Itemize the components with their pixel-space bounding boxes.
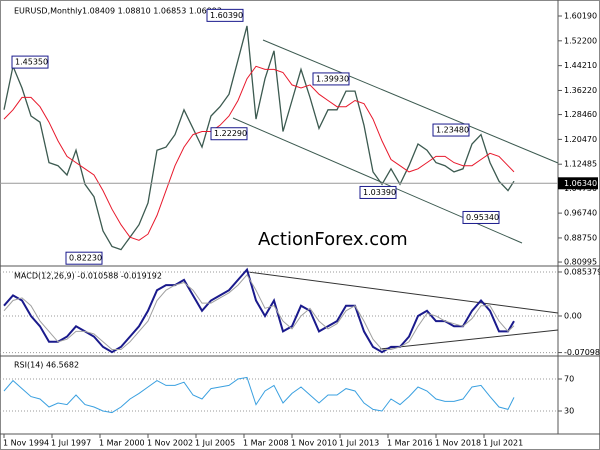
y-tick-label: 0.88750 xyxy=(564,233,597,242)
y-tick-label: 1.60190 xyxy=(564,11,597,20)
panel-title: MACD(12,26,9) -0.010588 -0.019192 xyxy=(14,272,162,281)
y-tick-label: 70 xyxy=(564,375,574,384)
y-tick-label: 0.96740 xyxy=(564,209,597,218)
panel-title: EURUSD,Monthly xyxy=(14,7,82,16)
price-level-box xyxy=(558,177,598,190)
price-level-label: 1.06340 xyxy=(564,179,597,188)
x-tick-label: 1 Mar 2008 xyxy=(243,439,289,448)
series-line xyxy=(3,376,515,414)
annotation-box xyxy=(462,210,500,224)
annotation-label: 1.22290 xyxy=(214,129,247,138)
series-line xyxy=(3,65,515,241)
annotation-label: 1.45350 xyxy=(15,58,48,67)
y-tick-label: 1.44210 xyxy=(564,61,597,70)
annotation-label: 1.60390 xyxy=(210,11,243,20)
y-tick-label: 1.28460 xyxy=(564,110,597,119)
y-tick-label: 1.20470 xyxy=(564,135,597,144)
y-tick-label: 30 xyxy=(564,407,574,416)
x-tick-label: 1 Mar 2000 xyxy=(99,439,145,448)
annotation-box xyxy=(11,55,49,69)
annotation-box xyxy=(206,8,244,22)
trend-line xyxy=(379,329,559,350)
annotation-label: 1.39930 xyxy=(316,74,349,83)
annotation-label: 1.23480 xyxy=(436,126,469,135)
series-line xyxy=(3,25,515,251)
ohlc-header: 1.08409 1.08810 1.06853 1.06993 xyxy=(82,7,222,16)
y-tick-label: 0.80995 xyxy=(564,258,597,267)
y-tick-label: 0.085379 xyxy=(564,267,600,276)
annotation-box xyxy=(432,123,470,137)
x-tick-label: 1 Jul 1997 xyxy=(51,439,91,448)
trend-line xyxy=(247,271,559,314)
annotation-label: 0.82230 xyxy=(69,254,102,263)
y-tick-label: 1.52200 xyxy=(564,36,597,45)
x-tick-label: 1 Nov 2018 xyxy=(435,439,481,448)
series-line xyxy=(3,273,515,350)
annotation-label: 0.95340 xyxy=(466,213,499,222)
y-tick-label: 0.00 xyxy=(564,311,582,320)
x-tick-label: 1 Nov 2010 xyxy=(291,439,337,448)
x-tick-label: 1 Nov 2002 xyxy=(147,439,193,448)
channel-line xyxy=(262,39,559,164)
annotation-box xyxy=(65,251,103,265)
y-tick-label: 1.36220 xyxy=(564,86,597,95)
watermark: ActionForex.com xyxy=(258,229,408,250)
x-tick-label: 1 Jul 2021 xyxy=(483,439,523,448)
annotation-box xyxy=(359,185,397,199)
x-tick-label: 1 Nov 1994 xyxy=(3,439,49,448)
x-tick-label: 1 Mar 2016 xyxy=(387,439,433,448)
annotation-box xyxy=(312,72,350,86)
panel-title: RSI(14) 46.5682 xyxy=(14,361,79,370)
y-tick-label: 1.12485 xyxy=(564,160,597,169)
annotation-label: 1.03390 xyxy=(363,188,396,197)
y-tick-label: -0.070989 xyxy=(564,348,600,357)
x-tick-label: 1 Jul 2005 xyxy=(195,439,235,448)
series-line xyxy=(3,267,515,354)
annotation-box xyxy=(210,127,248,141)
x-tick-label: 1 Jul 2013 xyxy=(339,439,379,448)
